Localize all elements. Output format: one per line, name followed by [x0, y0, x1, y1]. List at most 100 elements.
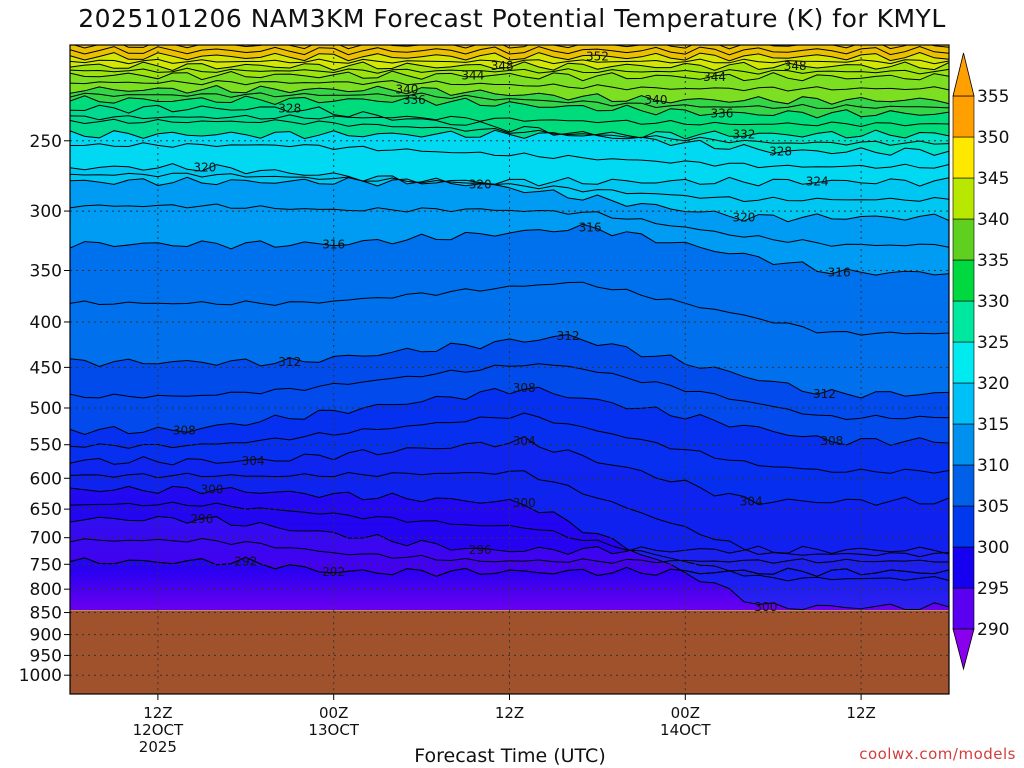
y-tick-label-400: 400	[30, 313, 62, 333]
y-tick-label-500: 500	[30, 399, 62, 419]
colorbar-segment-345	[952, 136, 975, 179]
contour-line-328	[70, 104, 949, 156]
contour-line-342	[70, 80, 949, 92]
contour-label-304: 304	[513, 434, 536, 448]
x-tick-label-6-0: 12Z	[143, 704, 172, 722]
contour-label-296: 296	[469, 543, 492, 557]
contour-label-328: 328	[769, 144, 792, 158]
contour-label-320: 320	[732, 210, 755, 224]
colorbar-label-340: 340	[977, 210, 1009, 230]
colorbar-segment-335	[952, 218, 975, 261]
contour-line-340	[70, 84, 949, 105]
contour-line-358	[70, 35, 949, 43]
contour-line-292	[70, 556, 949, 577]
contour-label-340: 340	[645, 93, 668, 107]
contour-line-348	[70, 61, 949, 72]
contour-label-316: 316	[322, 237, 345, 251]
x-tick-label-30-0: 12Z	[495, 704, 524, 722]
contour-label-352: 352	[586, 50, 609, 64]
x-axis-title: Forecast Time (UTC)	[414, 745, 606, 767]
x-tick-label-6-1: 12OCT	[133, 721, 184, 739]
colorbar-high-triangle	[952, 52, 975, 97]
contour-line-324	[70, 176, 949, 187]
y-tick-label-800: 800	[30, 580, 62, 600]
y-tick-label-900: 900	[30, 626, 62, 646]
contour-line-330	[70, 118, 949, 146]
contour-label-312: 312	[278, 355, 301, 369]
contour-label-296: 296	[190, 512, 213, 526]
colorbar-segment-320	[952, 341, 975, 384]
colorbar-label-290: 290	[977, 620, 1009, 640]
contour-label-344: 344	[703, 70, 726, 84]
contour-label-308: 308	[513, 381, 536, 395]
contour-label-344: 344	[461, 68, 484, 82]
contour-labels: 292 292 296 296 300 300 300 304 304 304 308 308 308 3…	[173, 50, 851, 614]
colorbar-label-325: 325	[977, 333, 1009, 353]
contour-label-312: 312	[813, 387, 836, 401]
colorbar-segment-340	[952, 177, 975, 220]
contour-line-336	[70, 95, 949, 119]
contour-label-312: 312	[557, 329, 580, 343]
contour-line-354	[70, 45, 949, 56]
contour-label-300: 300	[754, 600, 777, 614]
colorbar-label-315: 315	[977, 415, 1009, 435]
contour-label-324: 324	[806, 175, 829, 189]
colorbar-label-345: 345	[977, 169, 1009, 189]
plot-area: 292 292 296 296 300 300 300 304 304 304 308 308 308 3…	[70, 35, 949, 694]
y-axis: 2503003504004505005506006507007508008509…	[19, 132, 70, 686]
contour-label-300: 300	[201, 483, 224, 497]
contour-label-320: 320	[469, 177, 492, 191]
contour-label-304: 304	[740, 494, 763, 508]
y-tick-label-750: 750	[30, 555, 62, 575]
contour-label-340: 340	[395, 83, 418, 97]
ground-grid-lines	[70, 610, 949, 694]
y-tick-label-550: 550	[30, 436, 62, 456]
colorbar-label-310: 310	[977, 456, 1009, 476]
x-tick-label-6-2: 2025	[139, 738, 177, 756]
colorbar-label-330: 330	[977, 292, 1009, 312]
colorbar-label-355: 355	[977, 87, 1009, 107]
contour-label-336: 336	[403, 93, 426, 107]
colorbar-segment-350	[952, 95, 975, 138]
y-tick-label-950: 950	[30, 646, 62, 666]
contour-label-304: 304	[242, 454, 265, 468]
y-tick-label-1000: 1000	[19, 666, 62, 686]
contour-line-296	[70, 515, 949, 555]
contour-line-320	[70, 163, 949, 223]
contour-line-338	[70, 92, 949, 109]
contour-label-292: 292	[322, 565, 345, 579]
y-tick-label-350: 350	[30, 261, 62, 281]
y-tick-label-300: 300	[30, 202, 62, 222]
y-tick-label-650: 650	[30, 500, 62, 520]
contour-line-326	[70, 142, 949, 169]
contour-label-316: 316	[579, 220, 602, 234]
x-tick-label-18-0: 00Z	[319, 704, 348, 722]
contour-line-318	[70, 203, 949, 248]
contour-label-320: 320	[193, 161, 216, 175]
contour-line-304	[70, 436, 949, 506]
contour-label-348: 348	[491, 59, 514, 73]
contour-label-308: 308	[820, 434, 843, 448]
colorbar: 290 295 300 305 310 315 320 325 330 335 340 345 350 3…	[952, 52, 1009, 671]
contour-label-316: 316	[828, 266, 851, 280]
contour-line-312	[70, 333, 949, 399]
contour-label-300: 300	[513, 496, 536, 510]
colorbar-segment-305	[952, 464, 975, 507]
colorbar-label-320: 320	[977, 374, 1009, 394]
contour-label-328: 328	[278, 102, 301, 116]
contour-line-300	[70, 485, 949, 611]
chart-title: 2025101206 NAM3KM Forecast Potential Tem…	[78, 4, 946, 33]
colorbar-low-triangle	[952, 628, 975, 671]
contour-line-344	[70, 70, 949, 82]
colorbar-segment-300	[952, 505, 975, 548]
contour-line-294	[70, 537, 949, 564]
x-tick-label-54-0: 12Z	[846, 704, 875, 722]
y-tick-label-600: 600	[30, 469, 62, 489]
colorbar-segment-310	[952, 423, 975, 466]
contour-label-308: 308	[173, 423, 196, 437]
contour-label-336: 336	[710, 107, 733, 121]
y-tick-label-850: 850	[30, 604, 62, 624]
colorbar-segment-325	[952, 300, 975, 343]
colorbar-label-335: 335	[977, 251, 1009, 271]
